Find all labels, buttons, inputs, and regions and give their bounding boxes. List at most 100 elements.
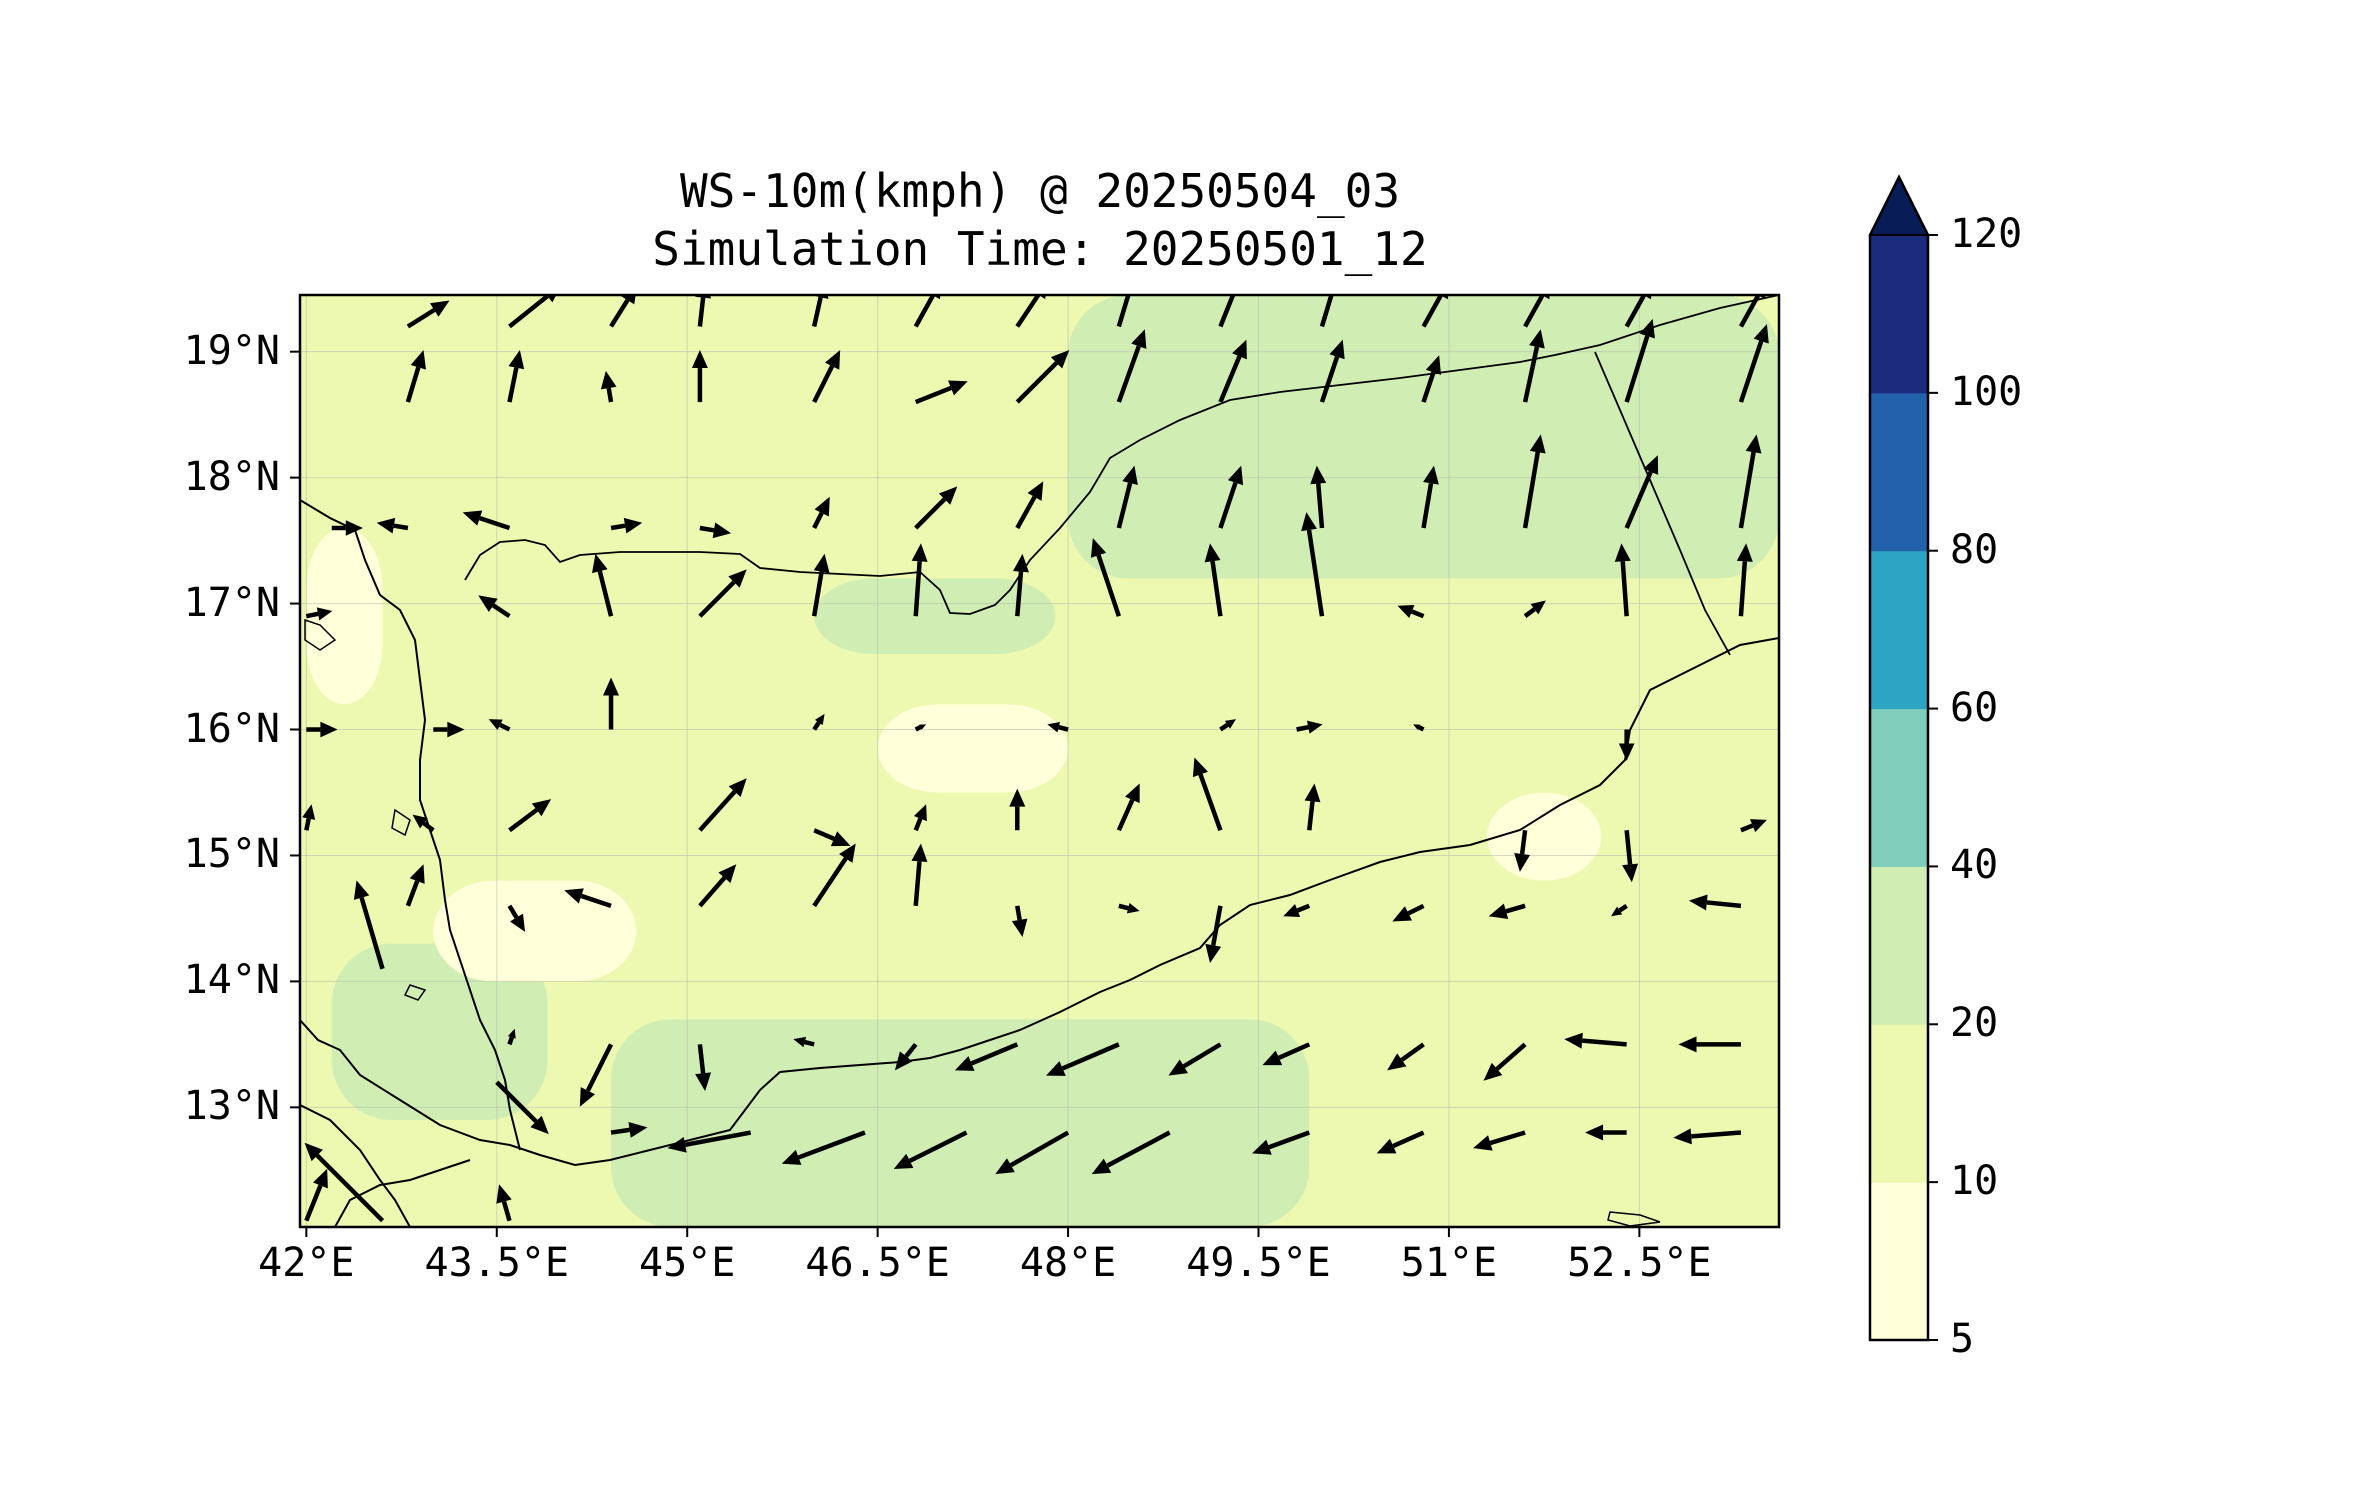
wind-vector (507, 904, 526, 932)
wind-vector-shaft (812, 721, 821, 731)
wind-vector-shaft (1522, 346, 1540, 403)
colorbar-segment (1870, 866, 1928, 1025)
wind-vector (1310, 465, 1327, 529)
wind-vector-head (1530, 600, 1546, 615)
wind-vector-shaft (1421, 482, 1434, 529)
wind-vector (914, 486, 958, 530)
wind-vector (1296, 720, 1323, 734)
colorbar-segment (1870, 708, 1928, 867)
wind-vector-head (1753, 324, 1769, 344)
wind-vector-head (911, 543, 928, 562)
wind-vector (954, 1042, 1019, 1071)
wind-vector-head (814, 713, 825, 726)
wind-vector (1488, 903, 1526, 919)
wind-vector-shaft (1410, 609, 1425, 619)
wind-vector (1413, 724, 1425, 732)
red-sea-coastline (300, 499, 521, 1151)
wind-vector-shaft (501, 1200, 512, 1222)
wind-vector (304, 1142, 385, 1223)
wind-vector-head (302, 804, 316, 820)
wind-vector (1736, 543, 1753, 617)
wind-vector (1585, 1124, 1627, 1141)
wind-vector-head (478, 595, 498, 613)
wind-vector-shaft (1620, 561, 1629, 617)
wind-vector-shaft (609, 298, 630, 328)
wind-vector-head (564, 888, 584, 904)
colorbar-segment (1870, 235, 1928, 394)
wind-vector (1262, 1042, 1311, 1066)
fill-region (877, 704, 1069, 793)
wind-vector (1624, 455, 1659, 529)
wind-speed-fill (300, 295, 1779, 1227)
wind-vector-head (530, 1115, 549, 1135)
wind-vector (1301, 512, 1325, 617)
wind-vector (376, 517, 409, 534)
wind-vector-head (728, 778, 747, 798)
wind-vector-shaft (1624, 470, 1653, 529)
wind-vector (812, 496, 830, 530)
wind-vector-shaft (1218, 481, 1238, 529)
wind-vector (600, 370, 617, 403)
wind-vector (813, 828, 851, 847)
wind-vector-head (1425, 355, 1442, 375)
map-subtitle: Simulation Time: 20250501_12 (652, 222, 1428, 276)
wind-vector-shaft (1519, 829, 1528, 855)
y-tick-label: 16°N (183, 705, 280, 752)
wind-vector-shaft (1417, 725, 1425, 732)
x-tick-label: 51°E (1400, 1240, 1498, 1286)
wind-vector (462, 510, 511, 531)
wind-vector-shaft (585, 1043, 614, 1092)
wind-vector (1678, 1036, 1741, 1053)
wind-vector (811, 553, 830, 617)
y-tick-label: 19°N (183, 327, 280, 374)
wind-vector-head (1304, 783, 1321, 803)
wind-vector-head (409, 864, 425, 884)
wind-vector-head (531, 799, 552, 817)
wind-vector-head (1488, 903, 1509, 919)
wind-vector-head (1046, 1061, 1066, 1076)
wind-vector (1738, 434, 1762, 529)
wind-vector-shaft (1740, 823, 1754, 833)
yemen-coastline (300, 637, 1779, 1167)
wind-vector-head (824, 350, 841, 370)
wind-vector (812, 843, 856, 908)
wind-vector (699, 522, 732, 539)
wind-vector (1013, 553, 1029, 617)
wind-vector (914, 724, 927, 732)
wind-vector-shaft (1407, 903, 1425, 916)
wind-vector (496, 1184, 512, 1222)
wind-vector-head (1126, 902, 1140, 914)
colorbar-segment (1870, 550, 1928, 710)
fill-region (433, 880, 637, 982)
wind-vector (1624, 318, 1655, 403)
colorbar-outline (1868, 174, 1930, 1342)
fill-region (306, 528, 383, 705)
wind-vector-head (1736, 543, 1753, 562)
wind-vector-shaft (1219, 722, 1229, 732)
wind-vector-head (1529, 329, 1545, 349)
x-tick-label: 45°E (639, 1240, 736, 1286)
wind-vector (911, 543, 928, 617)
wind-vector-shaft (1061, 1042, 1120, 1071)
wind-vector-shaft (1116, 295, 1131, 328)
wind-vector (1015, 350, 1070, 404)
wind-vector-head (1745, 434, 1762, 454)
wind-vector-head (353, 880, 370, 900)
wind-vector (1387, 1042, 1425, 1071)
wind-vector-head (938, 486, 958, 505)
wind-vector-head (691, 350, 708, 369)
wind-vector-shaft (913, 295, 935, 328)
wind-vector-shaft (1738, 451, 1756, 529)
wind-vector (1319, 339, 1345, 403)
wind-vector-head (1643, 455, 1659, 475)
wind-vector-head (546, 295, 557, 303)
wind-vector (1319, 295, 1334, 328)
wind-vector-head (781, 1149, 802, 1165)
wind-vector (1047, 721, 1069, 733)
wind-vector-shaft (597, 570, 614, 617)
wind-vector (1522, 434, 1546, 529)
wind-vector-head (508, 350, 525, 370)
wind-vector-head (830, 831, 851, 847)
colorbar (1868, 174, 1938, 1342)
wind-vector-shaft (1058, 724, 1069, 732)
